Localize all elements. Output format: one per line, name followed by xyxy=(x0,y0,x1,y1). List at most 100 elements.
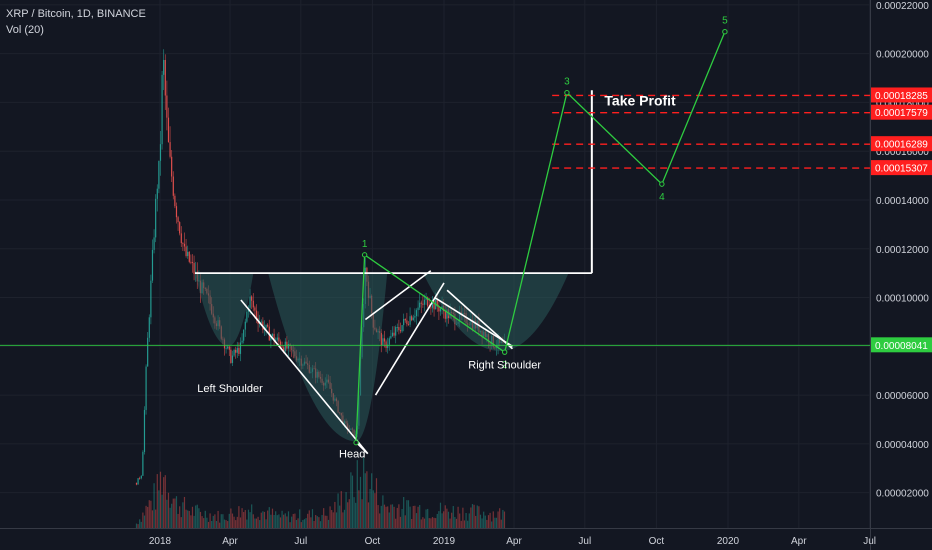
volume-bar xyxy=(204,510,206,528)
volume-bar xyxy=(499,508,501,528)
volume-bar xyxy=(471,504,474,528)
volume-bar xyxy=(177,513,179,528)
candle-body xyxy=(167,117,170,143)
candle-body xyxy=(385,341,387,348)
candle-body xyxy=(444,311,446,319)
x-tick-label: Jul xyxy=(294,536,307,547)
y-tick-label: 0.00012000 xyxy=(876,245,929,256)
candle-body xyxy=(427,297,429,307)
volume-bar xyxy=(335,512,338,528)
candle-body xyxy=(183,243,186,247)
volume-bar xyxy=(300,522,302,528)
candle-body xyxy=(401,325,403,332)
candle-body xyxy=(438,306,440,312)
volume-bar xyxy=(417,506,419,528)
volume-bar xyxy=(356,460,358,528)
candle-body xyxy=(249,296,251,308)
volume-bar xyxy=(407,500,410,528)
volume-bar xyxy=(259,520,261,528)
volume-bar xyxy=(231,513,234,528)
volume-line[interactable]: Vol (20) xyxy=(6,24,44,36)
volume-bar xyxy=(502,509,504,528)
candle-body xyxy=(273,333,275,341)
candle-body xyxy=(243,329,245,341)
take-profit-label: Take Profit xyxy=(604,93,676,109)
x-tick-label: Apr xyxy=(222,536,238,547)
wave-point xyxy=(722,29,728,35)
volume-bar xyxy=(415,513,418,528)
volume-bar xyxy=(388,512,390,528)
candle-body xyxy=(139,478,141,479)
volume-bar xyxy=(166,499,168,528)
candle-body xyxy=(439,308,442,312)
volume-bar xyxy=(465,512,467,528)
volume-bar xyxy=(161,494,163,528)
volume-bar xyxy=(191,506,194,528)
candle-body xyxy=(230,349,232,363)
volume-bar xyxy=(382,495,384,528)
wave-label: 5 xyxy=(722,16,728,27)
symbol-line[interactable]: XRP / Bitcoin, 1D, BINANCE xyxy=(6,8,146,20)
volume-bar xyxy=(345,492,347,528)
candle-body xyxy=(187,251,189,256)
volume-bar xyxy=(249,512,251,528)
volume-bar xyxy=(374,493,376,528)
candle-body xyxy=(260,321,262,323)
volume-bar xyxy=(385,506,387,528)
candle-body xyxy=(404,318,406,321)
volume-bar xyxy=(185,509,187,528)
volume-bar xyxy=(135,523,138,528)
candle-body xyxy=(159,144,162,161)
candle-body xyxy=(193,262,195,275)
volume-bar xyxy=(383,504,386,528)
volume-bar xyxy=(332,512,334,528)
candle-body xyxy=(395,327,397,336)
volume-bar xyxy=(278,514,280,528)
candle-body xyxy=(145,366,147,410)
volume-bar xyxy=(155,509,157,528)
volume-bar xyxy=(287,511,290,528)
volume-bar xyxy=(163,477,165,528)
wave-label: 4 xyxy=(659,192,665,203)
candle-body xyxy=(382,338,384,346)
volume-bar xyxy=(379,513,381,528)
volume-bar xyxy=(427,508,429,528)
candle-body xyxy=(398,327,400,331)
volume-bar xyxy=(371,473,373,528)
volume-bar xyxy=(470,507,472,528)
volume-bar xyxy=(425,509,427,528)
volume-bar xyxy=(169,507,171,528)
candle-body xyxy=(239,342,242,354)
volume-bar xyxy=(433,517,435,528)
volume-bar xyxy=(153,483,155,528)
volume-bar xyxy=(148,500,150,528)
x-tick-label: Jul xyxy=(578,536,591,547)
candle-body xyxy=(164,59,166,96)
head-label: Head xyxy=(339,448,365,460)
candle-body xyxy=(235,349,237,353)
candle-body xyxy=(419,302,421,308)
volume-bar xyxy=(431,517,434,528)
volume-bar xyxy=(254,518,256,528)
candle-body xyxy=(283,347,285,352)
volume-bar xyxy=(372,490,374,528)
volume-bar xyxy=(358,490,360,528)
wave-label: 1 xyxy=(362,239,368,250)
volume-bar xyxy=(423,518,426,528)
volume-bar xyxy=(359,476,362,528)
volume-bar xyxy=(412,505,414,528)
pattern-shade-1 xyxy=(195,273,254,347)
volume-bar xyxy=(150,500,152,528)
volume-bar xyxy=(460,520,462,528)
target-price-tag: 0.00015307 xyxy=(875,164,928,175)
volume-bar xyxy=(295,519,298,528)
volume-bar xyxy=(252,514,254,528)
volume-bar xyxy=(284,513,286,528)
candle-body xyxy=(135,482,138,485)
candle-body xyxy=(279,341,282,347)
volume-bar xyxy=(137,524,139,528)
volume-bar xyxy=(481,518,483,528)
volume-bar xyxy=(209,513,211,528)
